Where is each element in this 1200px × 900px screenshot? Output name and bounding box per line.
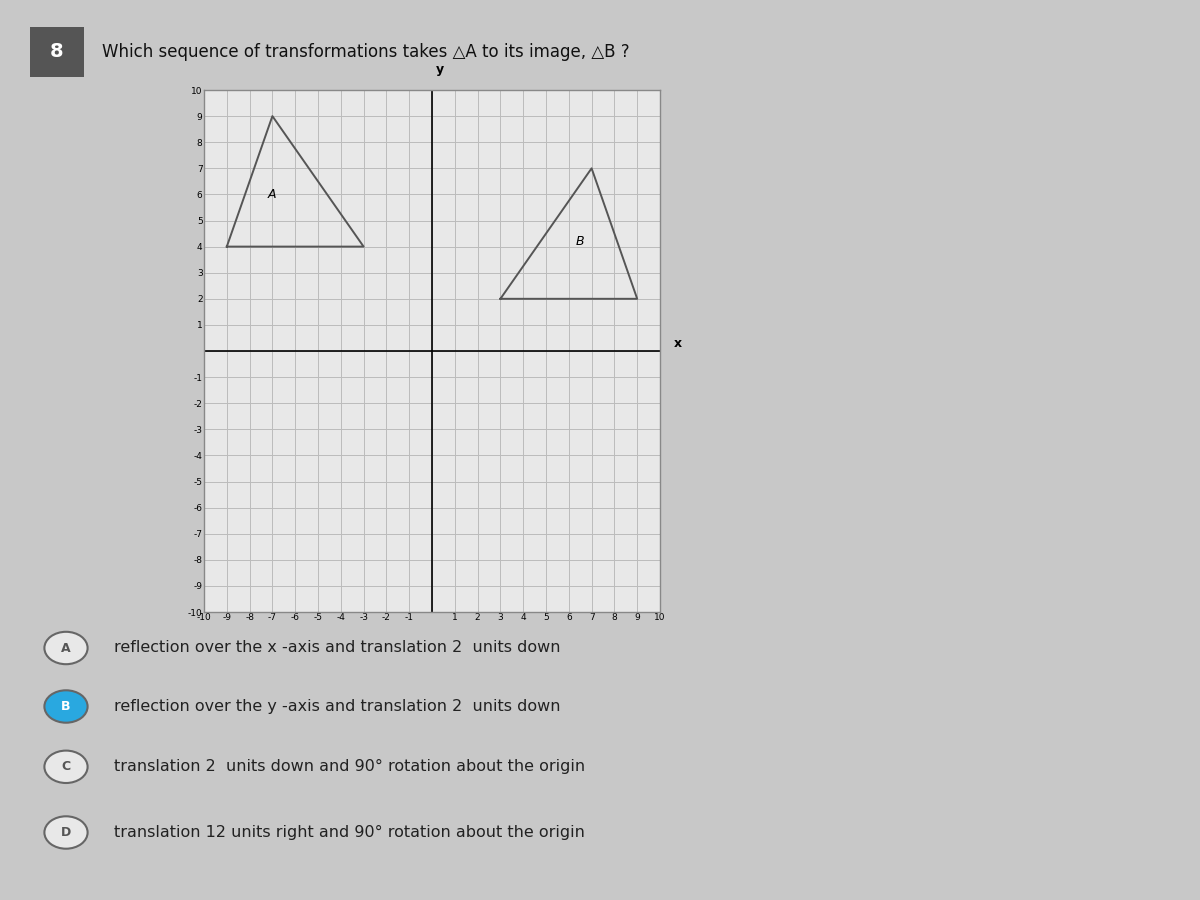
Text: translation 2  units down and 90° rotation about the origin: translation 2 units down and 90° rotatio…	[114, 760, 586, 774]
Text: B: B	[576, 235, 584, 248]
Text: y: y	[436, 63, 444, 76]
Text: B: B	[61, 700, 71, 713]
Text: x: x	[674, 337, 683, 350]
Text: C: C	[61, 760, 71, 773]
Text: A: A	[61, 642, 71, 654]
Text: Which sequence of transformations takes △A to its image, △B ?: Which sequence of transformations takes …	[102, 43, 630, 61]
Text: A: A	[268, 188, 277, 201]
Text: reflection over the y -axis and translation 2  units down: reflection over the y -axis and translat…	[114, 699, 560, 714]
Text: translation 12 units right and 90° rotation about the origin: translation 12 units right and 90° rotat…	[114, 825, 584, 840]
Text: 8: 8	[50, 42, 64, 61]
Text: D: D	[61, 826, 71, 839]
Text: reflection over the x -axis and translation 2  units down: reflection over the x -axis and translat…	[114, 641, 560, 655]
